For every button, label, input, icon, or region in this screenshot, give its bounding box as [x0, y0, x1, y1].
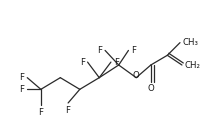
Text: CH₂: CH₂ [184, 61, 200, 70]
Text: F: F [97, 46, 102, 55]
Text: F: F [38, 108, 43, 117]
Text: F: F [131, 46, 136, 55]
Text: F: F [113, 58, 118, 67]
Text: F: F [65, 106, 70, 115]
Text: O: O [147, 84, 154, 94]
Text: F: F [19, 73, 24, 82]
Text: F: F [79, 58, 84, 67]
Text: O: O [132, 71, 139, 80]
Text: CH₃: CH₃ [182, 38, 198, 47]
Text: F: F [19, 85, 24, 94]
